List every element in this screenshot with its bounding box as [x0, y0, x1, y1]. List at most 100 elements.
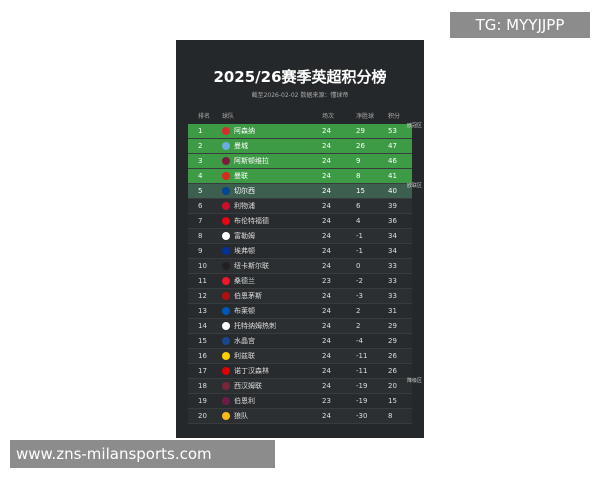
table-cell: 14	[198, 322, 207, 330]
column-header: 积分	[388, 113, 401, 120]
table-row: 12 伯恩茅斯 24 -3 33	[188, 289, 412, 304]
table-row: 18 西汉姆联 24 -19 20	[188, 379, 412, 394]
team-badge	[222, 337, 230, 345]
team-badge	[222, 142, 230, 150]
team-badge	[222, 397, 230, 405]
table-cell: 17	[198, 367, 207, 375]
table-cell: 24	[322, 382, 331, 390]
column-header: 净胜球	[356, 113, 375, 120]
team-badge	[222, 127, 230, 135]
table-cell: 24	[322, 202, 331, 210]
table-cell: 24	[322, 337, 331, 345]
table-row: 3 阿斯顿维拉 24 9 46	[188, 154, 412, 169]
table-cell: 7	[198, 217, 203, 225]
table-cell: 20	[198, 412, 207, 420]
team-name: 曼城	[234, 142, 248, 150]
table-row: 14 托特纳姆热刺 24 2 29	[188, 319, 412, 334]
table-cell: -19	[356, 397, 368, 405]
team-badge	[222, 187, 230, 195]
table-cell: 24	[322, 412, 331, 420]
team-name: 西汉姆联	[234, 382, 262, 390]
team-badge	[222, 232, 230, 240]
team-name: 阿森纳	[234, 127, 255, 135]
table-cell: 33	[388, 292, 397, 300]
table-cell: 26	[388, 352, 397, 360]
zone-label: 欧联区	[406, 183, 422, 189]
table-cell: 29	[388, 337, 397, 345]
team-badge	[222, 157, 230, 165]
table-cell: -30	[356, 412, 368, 420]
column-header: 球队	[222, 113, 235, 120]
table-cell: 2	[356, 307, 361, 315]
table-row: 8 富勒姆 24 -1 34	[188, 229, 412, 244]
table-cell: 18	[198, 382, 207, 390]
table-row: 5 切尔西 24 15 40	[188, 184, 412, 199]
table-cell: 24	[322, 367, 331, 375]
team-name: 桑德兰	[234, 277, 255, 285]
zone-label: 欧冠区	[406, 123, 422, 129]
table-cell: 53	[388, 127, 397, 135]
title: 2025/26赛季英超积分榜	[213, 68, 387, 86]
table-cell: 31	[388, 307, 397, 315]
table-row: 17 诺丁汉森林 24 -11 26	[188, 364, 412, 379]
table-cell: 24	[322, 172, 331, 180]
table-cell: 34	[388, 232, 397, 240]
team-badge	[222, 412, 230, 420]
table-cell: 24	[322, 142, 331, 150]
table-row: 2 曼城 24 26 47	[188, 139, 412, 154]
column-header: 排名	[198, 113, 211, 120]
header-row: 排名 球队 场次 净胜球 积分	[188, 110, 412, 124]
team-badge	[222, 307, 230, 315]
table-cell: 24	[322, 352, 331, 360]
team-badge	[222, 382, 230, 390]
team-name: 切尔西	[234, 187, 255, 195]
team-badge	[222, 352, 230, 360]
table-cell: 12	[198, 292, 207, 300]
table-row: 16 利兹联 24 -11 26	[188, 349, 412, 364]
table-cell: 8	[388, 412, 393, 420]
team-name: 曼联	[234, 172, 248, 180]
table-cell: 24	[322, 217, 331, 225]
table-row: 6 利物浦 24 6 39	[188, 199, 412, 214]
table-row: 13 布莱顿 24 2 31	[188, 304, 412, 319]
team-name: 伯恩茅斯	[234, 292, 262, 300]
standings-panel: 2025/26赛季英超积分榜 截至2026-02-02 数据来源：懂球帝 排名 球…	[176, 40, 424, 438]
team-badge	[222, 172, 230, 180]
table-cell: 20	[388, 382, 397, 390]
table-row: 10 纽卡斯尔联 24 0 33	[188, 259, 412, 274]
table-cell: 29	[356, 127, 365, 135]
table-row: 20 狼队 24 -30 8	[188, 409, 412, 424]
table-cell: 34	[388, 247, 397, 255]
team-badge	[222, 322, 230, 330]
table-row: 1 阿森纳 24 29 53	[188, 124, 412, 139]
watermark: TG: MYYJJPP	[450, 12, 590, 38]
table-cell: 24	[322, 187, 331, 195]
table-cell: 2	[356, 322, 361, 330]
table-cell: 26	[388, 367, 397, 375]
table-cell: 15	[356, 187, 365, 195]
table-cell: 9	[356, 157, 361, 165]
table-cell: 8	[198, 232, 203, 240]
table-cell: 23	[322, 277, 331, 285]
team-name: 纽卡斯尔联	[234, 262, 269, 270]
table-cell: 40	[388, 187, 397, 195]
table-cell: 24	[322, 292, 331, 300]
table-cell: 2	[198, 142, 203, 150]
team-name: 利物浦	[234, 202, 255, 210]
table-cell: 4	[356, 217, 361, 225]
table-cell: 29	[388, 322, 397, 330]
team-name: 托特纳姆热刺	[234, 322, 276, 330]
table-row: 4 曼联 24 8 41	[188, 169, 412, 184]
table-cell: 4	[198, 172, 203, 180]
table-cell: -2	[356, 277, 363, 285]
team-name: 水晶宫	[234, 337, 255, 345]
table-row: 11 桑德兰 23 -2 33	[188, 274, 412, 289]
table-cell: 19	[198, 397, 207, 405]
team-badge	[222, 217, 230, 225]
team-name: 诺丁汉森林	[234, 367, 269, 375]
table-cell: 11	[198, 277, 207, 285]
team-name: 布伦特福德	[234, 217, 269, 225]
team-name: 狼队	[234, 412, 248, 420]
table-cell: 39	[388, 202, 397, 210]
table-cell: 3	[198, 157, 203, 165]
